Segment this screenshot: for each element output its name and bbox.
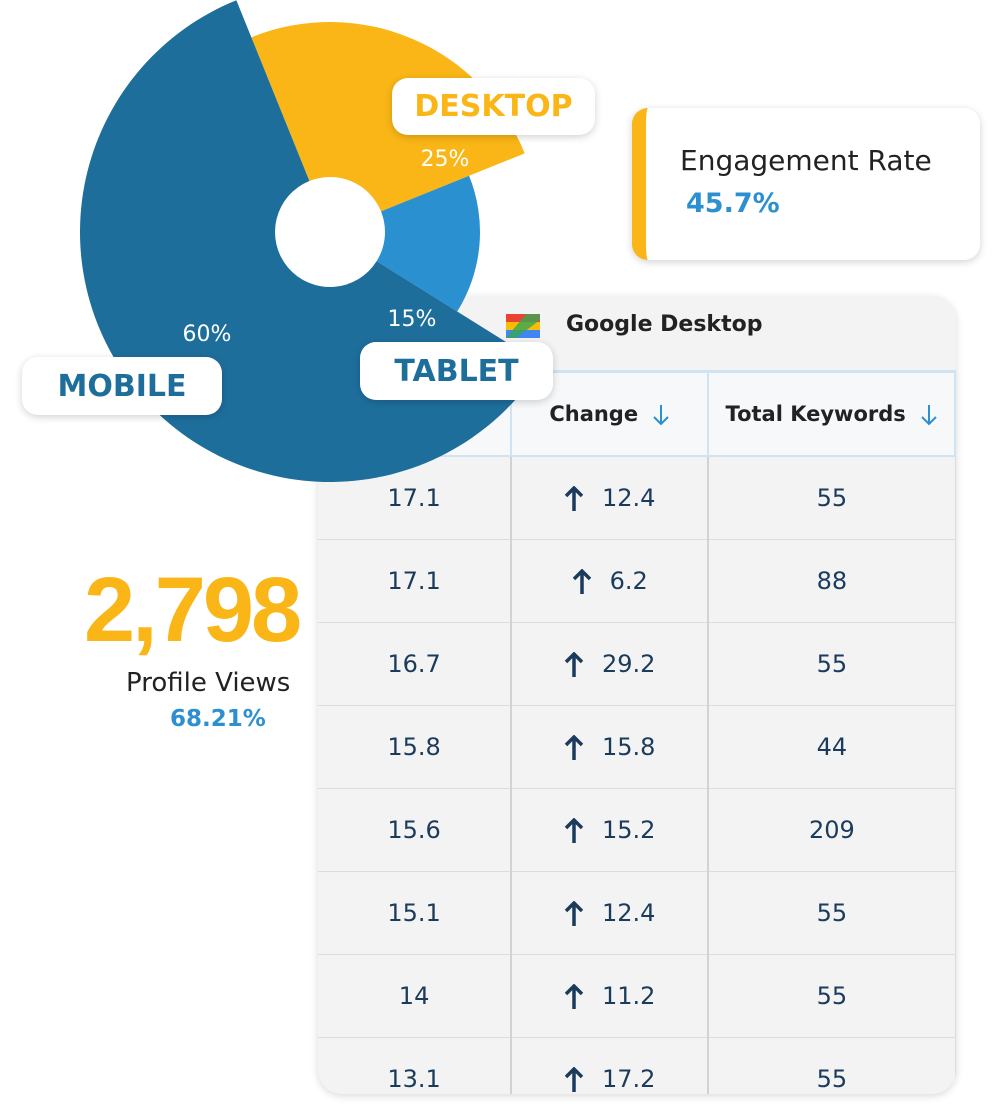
cell-text: 15.8 bbox=[387, 733, 441, 761]
table-cell: 55 bbox=[707, 1037, 956, 1094]
table-row: 15.1 12.4 55 bbox=[318, 871, 956, 955]
arrow-shape bbox=[564, 900, 584, 926]
pie-chart: 25% 15% 60% bbox=[80, 0, 543, 483]
engagement-label: Engagement Rate bbox=[680, 144, 932, 177]
table-row: 15.6 15.2 209 bbox=[318, 788, 956, 872]
table-cell: 88 bbox=[707, 539, 956, 623]
header-text: Change bbox=[549, 402, 639, 426]
cell-text: 55 bbox=[816, 982, 848, 1010]
slice-category-pill: MOBILE bbox=[22, 357, 222, 415]
cell-text: 11.2 bbox=[602, 982, 656, 1010]
column-header: Total Keywords bbox=[707, 370, 956, 457]
table-cell: 15.8 bbox=[318, 705, 512, 789]
cell-text: 15.1 bbox=[387, 899, 441, 927]
google-icon bbox=[506, 314, 540, 338]
cell-text: 44 bbox=[816, 733, 848, 761]
slice-value-label: 15% bbox=[388, 307, 437, 332]
slice-category-pill: TABLET bbox=[360, 342, 553, 400]
table-cell: 15.1 bbox=[318, 871, 512, 955]
table-body: 17.1 12.4 55 17.1 6.2 88 16.7 29.2 55 15.8 15.8 44 1… bbox=[318, 455, 956, 1094]
cell-text: 29.2 bbox=[602, 650, 656, 678]
slice-value-label: 25% bbox=[421, 147, 470, 172]
table-row: 15.8 15.8 44 bbox=[318, 705, 956, 789]
table-cell: 55 bbox=[707, 871, 956, 955]
up-arrow bbox=[564, 485, 584, 511]
table-cell: 17.2 bbox=[510, 1037, 709, 1094]
cell-text: 14 bbox=[398, 982, 430, 1010]
table-cell: 29.2 bbox=[510, 622, 709, 706]
table-cell: 15.2 bbox=[510, 788, 709, 872]
table-cell: 6.2 bbox=[510, 539, 709, 623]
profile-views-label: Profile Views bbox=[126, 668, 291, 698]
up-arrow bbox=[564, 983, 584, 1009]
table-row: 13.1 17.2 55 bbox=[318, 1037, 956, 1094]
profile-views-change: 68.21% bbox=[170, 706, 266, 732]
cell-text: 17.2 bbox=[602, 1065, 656, 1093]
pie-slice bbox=[376, 175, 480, 312]
cell-text: 55 bbox=[816, 650, 848, 678]
cell-text: 16.7 bbox=[387, 650, 441, 678]
pie-slice bbox=[251, 21, 525, 212]
arrow-shape bbox=[564, 651, 584, 677]
cell-text: 15.2 bbox=[602, 816, 656, 844]
table-row: 17.1 6.2 88 bbox=[318, 539, 956, 623]
cell-text: 55 bbox=[816, 899, 848, 927]
up-arrow bbox=[564, 651, 584, 677]
table-cell: 13.1 bbox=[318, 1037, 512, 1094]
cell-text: 55 bbox=[816, 1065, 848, 1093]
table-cell: 16.7 bbox=[318, 622, 512, 706]
cell-text: 55 bbox=[816, 484, 848, 512]
cell-text: 12.4 bbox=[602, 899, 656, 927]
table-row: 17.1 12.4 55 bbox=[318, 455, 956, 540]
profile-views-value: 2,798 bbox=[84, 559, 302, 661]
engagement-card: Engagement Rate 45.7% bbox=[632, 108, 980, 260]
arrow-shape bbox=[564, 1066, 584, 1092]
cell-text: 13.1 bbox=[387, 1065, 441, 1093]
table-cell: 15.8 bbox=[510, 705, 709, 789]
sort-arrow bbox=[921, 405, 937, 426]
arrow-shape bbox=[921, 405, 937, 426]
table-cell: 17.1 bbox=[318, 539, 512, 623]
table-title: Google Desktop bbox=[566, 312, 763, 337]
cell-text: 209 bbox=[808, 816, 855, 844]
cell-text: 17.1 bbox=[387, 567, 441, 595]
up-arrow bbox=[564, 1066, 584, 1092]
arrow-shape bbox=[572, 568, 591, 594]
header-text: Total Keywords bbox=[725, 402, 906, 426]
cell-text: 6.2 bbox=[609, 567, 648, 595]
up-arrow bbox=[564, 734, 584, 760]
table-cell: 55 bbox=[707, 622, 956, 706]
slice-category-pill: DESKTOP bbox=[392, 78, 595, 135]
slice-value-label: 60% bbox=[183, 322, 232, 347]
arrow-shape bbox=[564, 485, 584, 511]
table-row: 16.7 29.2 55 bbox=[318, 622, 956, 706]
sort-arrow bbox=[653, 405, 669, 426]
cell-text: 15.8 bbox=[602, 733, 656, 761]
table-cell: 209 bbox=[707, 788, 956, 872]
table-cell: 44 bbox=[707, 705, 956, 789]
table-cell: 11.2 bbox=[510, 954, 709, 1038]
up-arrow bbox=[572, 568, 591, 594]
table-row: 14 11.2 55 bbox=[318, 954, 956, 1038]
table-cell: 55 bbox=[707, 455, 956, 540]
up-arrow bbox=[564, 817, 584, 843]
up-arrow bbox=[564, 900, 584, 926]
cell-text: 88 bbox=[816, 567, 848, 595]
arrow-shape bbox=[653, 405, 669, 426]
engagement-value: 45.7% bbox=[686, 188, 780, 219]
arrow-shape bbox=[564, 817, 584, 843]
cell-text: 17.1 bbox=[387, 484, 441, 512]
arrow-shape bbox=[564, 983, 584, 1009]
table-cell: 15.6 bbox=[318, 788, 512, 872]
table-cell: 55 bbox=[707, 954, 956, 1038]
arrow-shape bbox=[564, 734, 584, 760]
table-cell: 14 bbox=[318, 954, 512, 1038]
cell-text: 15.6 bbox=[387, 816, 441, 844]
table-cell: 12.4 bbox=[510, 871, 709, 955]
cell-text: 12.4 bbox=[602, 484, 656, 512]
